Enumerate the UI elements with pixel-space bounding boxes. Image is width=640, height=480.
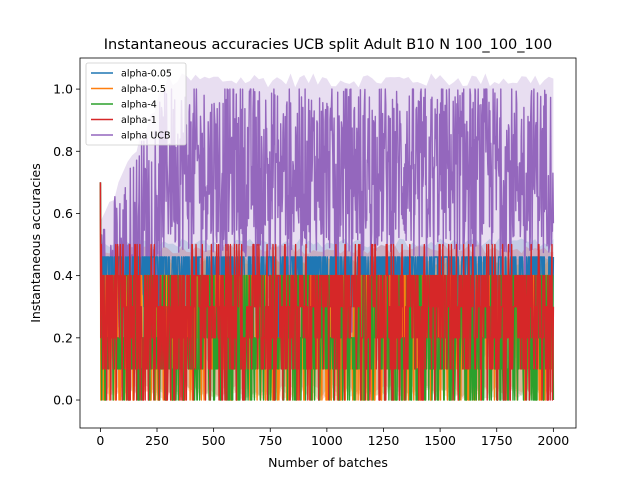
chart-title: Instantaneous accuracies UCB split Adult… xyxy=(104,37,552,53)
y-axis: 0.0 0.2 0.4 0.6 0.8 1.0 xyxy=(53,82,80,408)
x-tick-label: 250 xyxy=(145,433,169,448)
y-axis-label: Instantaneous accuracies xyxy=(28,163,43,323)
legend-label: alpha-1 xyxy=(121,115,157,126)
legend-label: alpha-4 xyxy=(121,100,157,111)
y-tick-label: 1.0 xyxy=(53,82,73,97)
y-tick-label: 0.8 xyxy=(53,144,73,159)
legend: alpha-0.05 alpha-0.5 alpha-4 alpha-1 alpha U… xyxy=(85,62,187,146)
y-tick-label: 0.4 xyxy=(53,268,73,283)
x-tick-label: 750 xyxy=(258,433,282,448)
x-axis-label: Number of batches xyxy=(268,455,388,470)
axes-frame xyxy=(79,57,577,429)
x-tick-label: 1250 xyxy=(368,433,400,448)
legend-label: alpha-0.05 xyxy=(121,69,172,80)
x-tick-label: 2000 xyxy=(537,433,569,448)
x-tick-label: 0 xyxy=(96,433,104,448)
legend-label: alpha-0.5 xyxy=(121,84,166,95)
y-tick-label: 0.6 xyxy=(53,206,73,221)
plot-area xyxy=(99,73,555,401)
series-line-alpha-1 xyxy=(99,182,555,401)
legend-box xyxy=(85,62,187,146)
y-tick-label: 0.0 xyxy=(53,393,73,408)
x-tick-label: 1750 xyxy=(481,433,513,448)
x-tick-label: 1500 xyxy=(424,433,456,448)
series-line-alpha-ucb xyxy=(99,88,555,355)
x-axis: 0 250 500 750 1000 1250 1500 1750 2000 xyxy=(96,428,569,448)
legend-label: alpha UCB xyxy=(121,131,170,142)
x-tick-label: 1000 xyxy=(311,433,343,448)
y-tick-label: 0.2 xyxy=(53,330,73,345)
x-tick-label: 500 xyxy=(202,433,226,448)
